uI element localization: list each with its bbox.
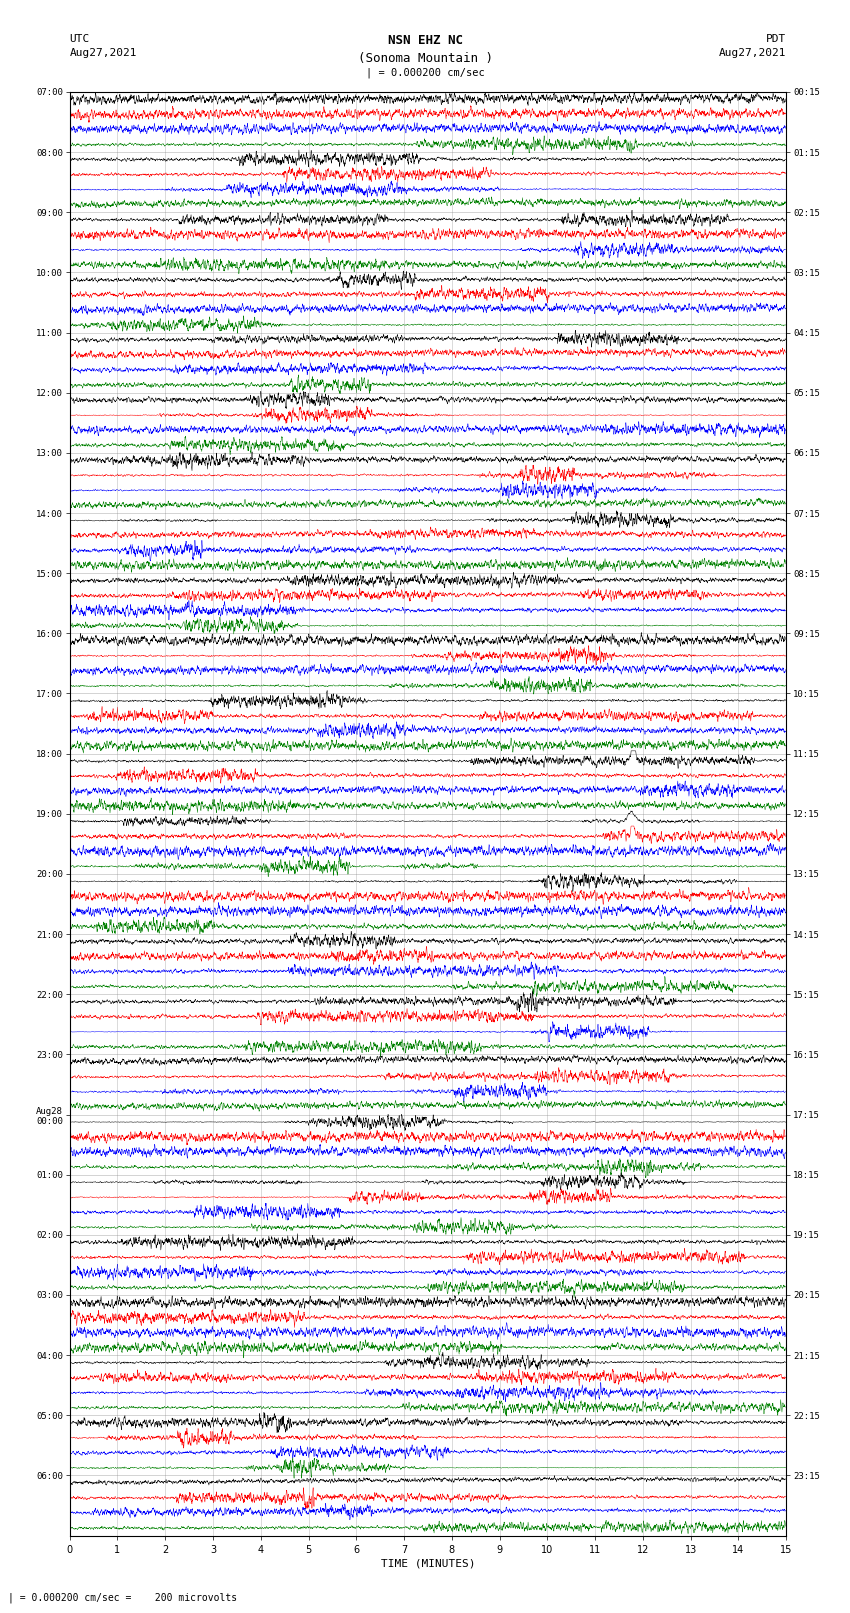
Text: NSN EHZ NC: NSN EHZ NC xyxy=(388,34,462,47)
Text: Aug27,2021: Aug27,2021 xyxy=(70,48,137,58)
Text: Aug27,2021: Aug27,2021 xyxy=(719,48,786,58)
X-axis label: TIME (MINUTES): TIME (MINUTES) xyxy=(381,1558,475,1569)
Text: | = 0.000200 cm/sec =    200 microvolts: | = 0.000200 cm/sec = 200 microvolts xyxy=(8,1592,238,1603)
Text: PDT: PDT xyxy=(766,34,786,44)
Text: | = 0.000200 cm/sec: | = 0.000200 cm/sec xyxy=(366,68,484,79)
Text: (Sonoma Mountain ): (Sonoma Mountain ) xyxy=(358,52,492,65)
Text: UTC: UTC xyxy=(70,34,90,44)
